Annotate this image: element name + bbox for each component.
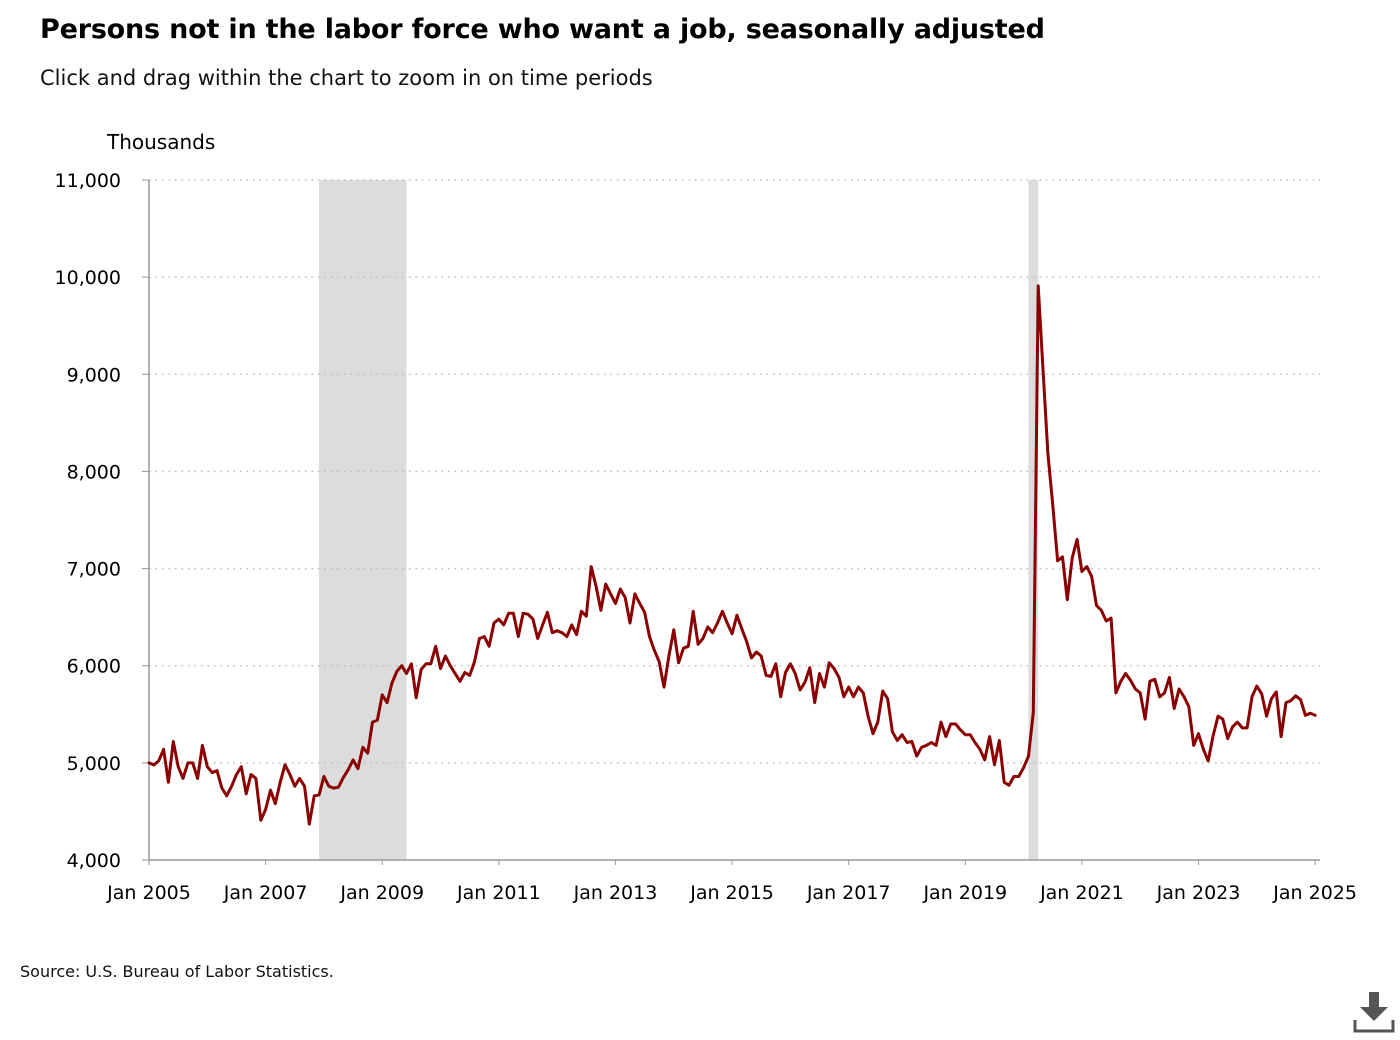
x-tick-label-7: Jan 2019 bbox=[922, 882, 1007, 904]
recession-band-0 bbox=[319, 180, 407, 860]
line-chart[interactable]: 4,000 5,000 6,000 7,000 8,000 9,000 10,000 11,0… bbox=[0, 0, 1400, 940]
y-tick-label-1: 5,000 bbox=[67, 753, 121, 775]
x-tick-label-8: Jan 2021 bbox=[1039, 882, 1124, 904]
x-tick-label-1: Jan 2007 bbox=[223, 882, 308, 904]
tick-labels: 4,000 5,000 6,000 7,000 8,000 9,000 10,000 11,0… bbox=[55, 130, 1357, 904]
x-tick-label-3: Jan 2011 bbox=[456, 882, 541, 904]
axes bbox=[142, 179, 1320, 865]
recession-bands bbox=[319, 180, 1039, 860]
source-note: Source: U.S. Bureau of Labor Statistics. bbox=[20, 962, 334, 981]
y-tick-label-3: 7,000 bbox=[67, 559, 121, 581]
y-tick-label-7: 11,000 bbox=[55, 170, 121, 192]
chart-title: Persons not in the labor force who want … bbox=[40, 14, 1045, 45]
y-tick-label-0: 4,000 bbox=[67, 850, 121, 872]
download-icon bbox=[1353, 992, 1395, 1033]
x-tick-label-5: Jan 2015 bbox=[689, 882, 774, 904]
recession-band-1 bbox=[1028, 180, 1039, 860]
y-tick-label-4: 8,000 bbox=[67, 461, 121, 483]
x-tick-label-2: Jan 2009 bbox=[339, 882, 424, 904]
x-tick-label-10: Jan 2025 bbox=[1272, 882, 1357, 904]
y-tick-label-5: 9,000 bbox=[67, 364, 121, 386]
grid-lines bbox=[149, 179, 1320, 764]
x-tick-label-0: Jan 2005 bbox=[106, 882, 191, 904]
y-tick-label-6: 10,000 bbox=[55, 267, 121, 289]
x-tick-label-6: Jan 2017 bbox=[806, 882, 891, 904]
x-tick-label-9: Jan 2023 bbox=[1156, 882, 1241, 904]
x-tick-label-4: Jan 2013 bbox=[573, 882, 658, 904]
y-axis-unit-label: Thousands bbox=[106, 130, 215, 154]
series-layer bbox=[147, 284, 1317, 826]
chart-subtitle: Click and drag within the chart to zoom … bbox=[40, 66, 653, 90]
series-line-0 bbox=[147, 284, 1317, 826]
download-button[interactable] bbox=[1352, 990, 1396, 1036]
y-tick-label-2: 6,000 bbox=[67, 656, 121, 678]
